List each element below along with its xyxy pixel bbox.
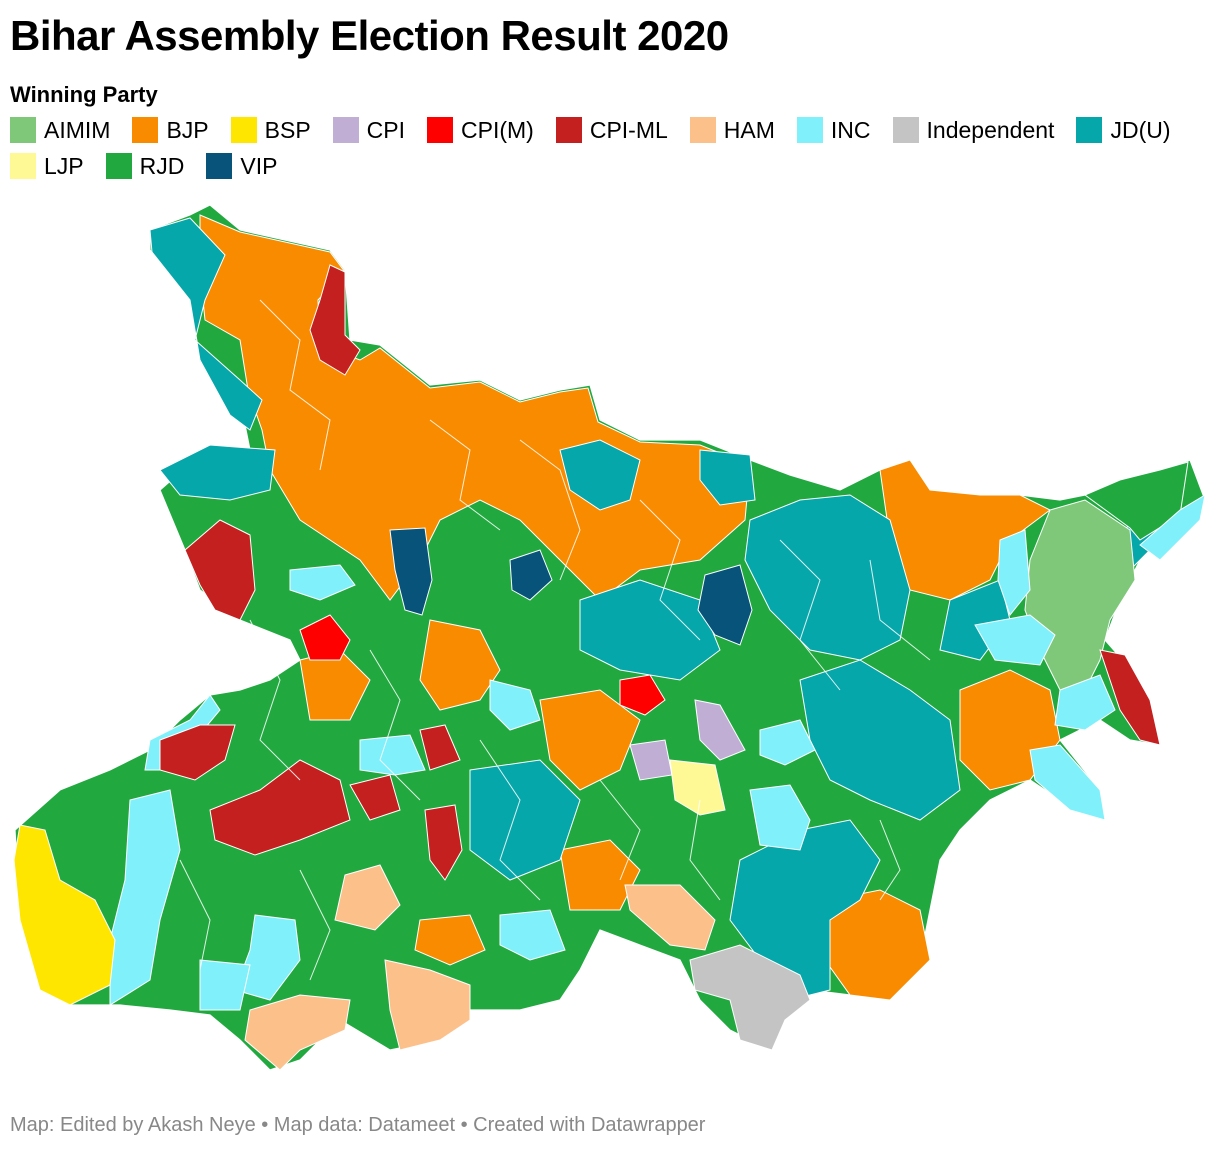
map-region-jdu-east[interactable] [744,494,911,661]
legend-label: BJP [166,117,209,143]
map-region-inc-west-kaimur[interactable] [109,789,181,1006]
legend-label: VIP [240,153,278,179]
map-region-cpi-m-center[interactable] [619,674,666,716]
map-region-inc-west-north[interactable] [289,564,356,601]
legend-label: Independent [926,117,1055,143]
source-footer: Map: Edited by Akash Neye • Map data: Da… [10,1114,706,1136]
map-region-inc-west2[interactable] [359,734,426,776]
legend-item-vip[interactable]: VIP [206,152,277,180]
legend-swatch [132,117,159,143]
map-region-cpi-ml-bhojpur[interactable] [209,759,351,856]
map-region-jdu-northwest[interactable] [149,217,263,431]
map-region-bsp[interactable] [13,824,116,1006]
map-region-cpi-ml-south[interactable] [424,804,463,881]
map-region-inc-center2[interactable] [489,679,541,731]
map-region-vip-1[interactable] [389,527,433,616]
legend-label: CPI [366,117,406,143]
legend-swatch [105,153,132,179]
map-region-ham-2[interactable] [244,994,351,1071]
map-region-jdu-east-central[interactable] [799,659,961,821]
legend-swatch [10,153,36,179]
map-region-ham-4[interactable] [624,884,716,951]
map-region-inc-south3[interactable] [499,909,566,961]
legend-label: BSP [264,117,311,143]
map-region-cpi-ml-north[interactable] [309,264,361,376]
legend-item-jdu[interactable]: JD(U) [1076,116,1171,144]
legend-swatch [689,117,716,143]
legend-label: HAM [723,117,775,143]
legend-label: JD(U) [1110,117,1171,143]
map-region-aimim[interactable] [1024,499,1136,691]
map-region-cpi-ml-center2[interactable] [419,724,461,771]
legend-swatch [10,117,36,143]
legend-item-bsp[interactable]: BSP [230,116,311,144]
legend-swatch [892,117,919,143]
map-region-jdu-west[interactable] [159,444,276,501]
map-region-inc-east4[interactable] [1029,744,1106,821]
map-region-bjp-center2[interactable] [539,689,641,791]
map-region-ljp[interactable] [669,759,726,816]
legend-item-bjp[interactable]: BJP [132,116,209,144]
map-region-ham-3[interactable] [384,959,471,1051]
map-region-jdu-northeast-top[interactable] [699,449,756,506]
map-region-cpi-ml-west[interactable] [184,519,256,621]
legend-label: RJD [139,153,185,179]
map-region-cpi-2[interactable] [694,699,746,761]
map-region-inc-kishanganj[interactable] [1139,493,1206,561]
legend-item-inc[interactable]: INC [796,116,871,144]
legend-swatch [555,117,582,143]
map-region-cpi-m-west[interactable] [299,614,351,661]
map-region-rjd-far-east[interactable] [1083,461,1189,541]
map-region-independent[interactable] [689,944,811,1051]
legend-swatch [206,153,233,179]
legend-swatch [427,117,454,143]
legend-swatch [230,117,257,143]
map-region-jdu-southeast[interactable] [729,819,881,1001]
legend-label: CPI(M) [461,117,534,143]
map-region-inc-east3[interactable] [1054,674,1116,731]
legend-item-ham[interactable]: HAM [689,116,775,144]
map-region-inc-south2[interactable] [199,959,251,1011]
map-region-bjp-south[interactable] [414,914,486,966]
legend-item-cpi-ml[interactable]: CPI-ML [555,116,668,144]
map-region-jdu-north-center[interactable] [559,439,641,511]
constituency-borders [179,299,931,981]
map-region-ham-1[interactable] [334,864,401,931]
map-region-jdu-south-center[interactable] [469,759,581,881]
map-region-inc-east5[interactable] [749,784,811,851]
legend-label: LJP [44,153,84,179]
legend-item-rjd[interactable]: RJD [105,152,185,180]
map-region-inc-east2[interactable] [974,614,1056,666]
legend-item-aimim[interactable]: AIMIM [10,116,110,144]
legend: AIMIM BJP BSP CPI CPI(M) CPI-ML HAM INC … [10,116,1210,180]
legend-swatch [1076,117,1103,143]
legend-item-ljp[interactable]: LJP [10,152,84,180]
legend-swatch [332,117,359,143]
map-region-cpi-ml-east[interactable] [1099,649,1161,746]
map-region-bjp-central[interactable] [419,619,501,711]
legend-item-cpi-m[interactable]: CPI(M) [427,116,534,144]
bihar-constituency-map[interactable] [0,200,1220,1090]
map-region-inc-center1[interactable] [759,719,816,766]
map-title: Bihar Assembly Election Result 2020 [10,12,729,59]
legend-item-independent[interactable]: Independent [892,116,1055,144]
legend-swatch [796,117,823,143]
map-region-vip-2[interactable] [509,549,553,601]
legend-label: INC [830,117,871,143]
map-region-jdu-center[interactable] [579,579,721,681]
map-region-inc-south1[interactable] [234,914,301,1001]
legend-label: AIMIM [44,117,111,143]
map-region-vip-3[interactable] [697,564,753,646]
legend-item-cpi[interactable]: CPI [332,116,406,144]
map-region-cpi-ml-center[interactable] [349,774,401,821]
map-region-cpi-ml-southwest[interactable] [159,724,236,781]
map-region-inc-east1[interactable] [997,529,1031,617]
legend-title: Winning Party [10,82,158,107]
legend-label: CPI-ML [589,117,668,143]
